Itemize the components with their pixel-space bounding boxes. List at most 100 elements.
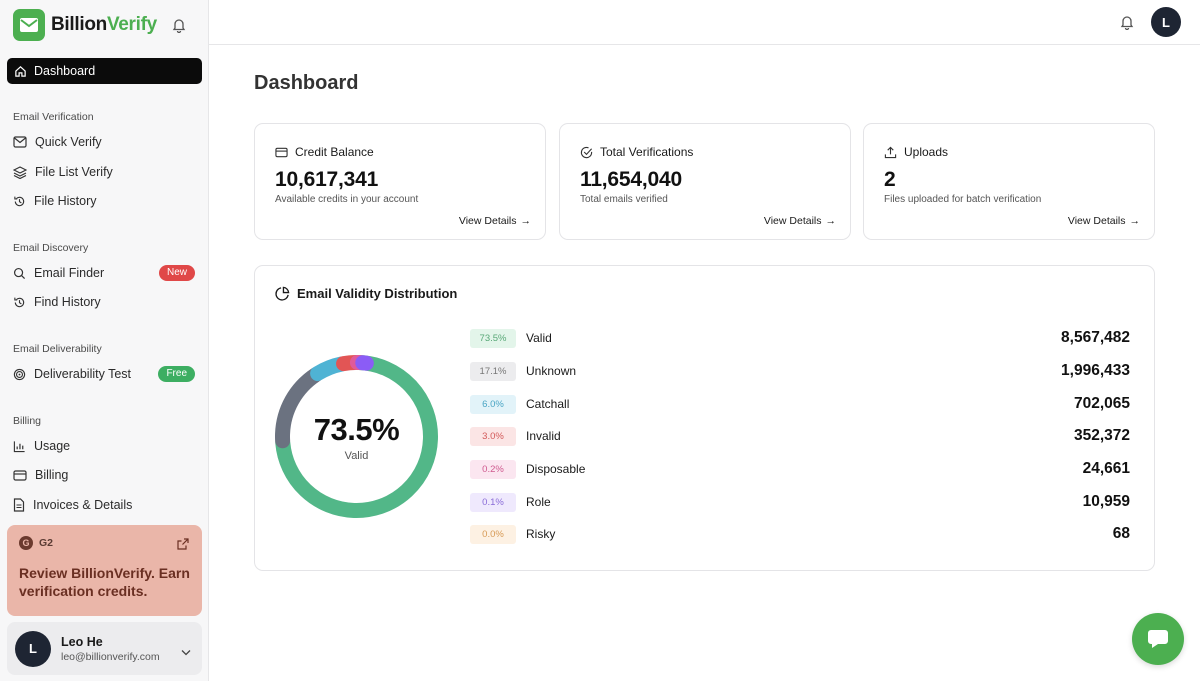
sidebar-item-dashboard[interactable]: Dashboard [7,58,202,84]
distribution-row: 6.0% Catchall 702,065 [470,394,1130,414]
chevron-down-icon[interactable] [181,643,191,661]
distribution-row: 0.2% Disposable 24,661 [470,459,1130,479]
card-title: Credit Balance [295,145,374,159]
card-title: Uploads [904,145,949,159]
arrow-right-icon: → [825,215,837,227]
bell-icon[interactable] [172,17,188,34]
sidebar-item-label: Deliverability Test [34,367,132,381]
card-subtitle: Available credits in your account [275,194,419,205]
sidebar: BillionVerify Dashboard Email Verificati… [0,0,209,681]
row-label: Disposable [526,462,586,476]
sidebar-item-label: Find History [34,295,101,309]
card-title: Total Verifications [600,145,694,159]
row-value: 24,661 [1082,460,1130,477]
sidebar-item-quick-verify[interactable]: Quick Verify [7,130,202,154]
sidebar-item-email-finder[interactable]: Email Finder New [7,261,202,285]
arrow-right-icon: → [520,215,532,227]
donut-center: 73.5% Valid [274,354,439,519]
row-value: 352,372 [1073,427,1130,444]
percent-badge: 0.0% [470,524,516,544]
avatar[interactable]: L [1151,7,1181,37]
sidebar-item-label: Billing [35,468,69,482]
donut-svg [275,355,438,519]
home-icon [15,65,26,77]
card-header: Uploads [884,145,948,159]
sidebar-item-file-history[interactable]: File History [7,189,202,213]
credit-card-icon [275,147,288,157]
user-name: Leo He [61,634,103,649]
review-banner[interactable]: G G2 Review BillionVerify. Earn verifica… [7,525,202,616]
view-details-link[interactable]: View Details → [458,215,532,227]
row-label: Unknown [526,364,577,378]
sidebar-item-label: Email Finder [34,266,105,280]
free-badge: Free [158,366,195,382]
view-details-link[interactable]: View Details → [763,215,837,227]
check-circle-icon [580,146,593,158]
card-header: Total Verifications [580,145,693,159]
validity-distribution-card: Email Validity Distribution 73.5% Valid … [254,265,1155,571]
uploads-card: Uploads 2 Files uploaded for batch verif… [863,123,1155,240]
card-subtitle: Files uploaded for batch verification [884,194,1042,205]
card-value: 11,654,040 [580,168,682,191]
card-value: 10,617,341 [275,168,379,191]
credit-balance-card: Credit Balance 10,617,341 Available cred… [254,123,546,240]
sidebar-item-invoices[interactable]: Invoices & Details [7,493,202,517]
row-value: 68 [1112,525,1130,542]
percent-badge: 6.0% [470,394,516,414]
distribution-row: 0.0% Risky 68 [470,524,1130,544]
donut-label: Valid [344,449,369,462]
distribution-row: 17.1% Unknown 1,996,433 [470,361,1130,381]
row-value: 10,959 [1082,493,1130,510]
user-email: leo@billionverify.com [61,650,160,663]
sidebar-item-find-history[interactable]: Find History [7,290,202,314]
review-logo-text: G2 [39,537,54,549]
chat-bubble-icon [1148,630,1168,648]
sidebar-item-billing[interactable]: Billing [7,463,202,487]
mail-icon [13,9,45,41]
user-menu[interactable]: L Leo He leo@billionverify.com [7,622,202,675]
bar-chart-icon [13,440,25,452]
brand-logo[interactable]: BillionVerify [13,9,157,41]
card-value: 2 [884,168,896,191]
topbar: L [209,0,1200,45]
card-title: Email Validity Distribution [297,286,458,301]
section-label: Email Verification [13,111,94,123]
avatar: L [15,630,51,667]
new-badge: New [158,265,195,281]
section-label: Billing [13,415,42,427]
user-info: Leo He leo@billionverify.com [61,635,160,663]
sidebar-item-label: Usage [34,439,71,453]
sidebar-item-file-list-verify[interactable]: File List Verify [7,160,202,184]
sidebar-item-label: Dashboard [34,64,96,78]
sidebar-item-usage[interactable]: Usage [7,434,202,458]
arrow-right-icon: → [1129,215,1141,227]
row-label: Catchall [526,397,570,411]
donut-chart: 73.5% Valid [274,354,439,519]
section-label: Email Deliverability [13,343,102,355]
sidebar-item-label: File List Verify [35,165,113,179]
view-details-link[interactable]: View Details → [1067,215,1141,227]
credit-card-icon [13,469,27,481]
history-icon [14,196,25,206]
percent-badge: 0.1% [470,492,516,512]
bell-icon[interactable] [1120,14,1134,35]
upload-icon [884,146,897,158]
history-icon [14,297,25,307]
sidebar-item-label: Quick Verify [35,135,102,149]
percent-badge: 17.1% [470,361,516,381]
donut-value: 73.5% [313,411,400,447]
sidebar-item-label: File History [34,194,97,208]
section-label: Email Discovery [13,242,89,254]
chat-button[interactable] [1132,613,1184,665]
total-verifications-card: Total Verifications 11,654,040 Total ema… [559,123,851,240]
row-value: 8,567,482 [1061,329,1130,346]
review-title: Review BillionVerify. Earn verification … [19,565,190,599]
layers-icon [13,165,27,179]
page-title: Dashboard [254,72,359,94]
review-header: G G2 [19,536,190,550]
sidebar-item-deliverability-test[interactable]: Deliverability Test Free [7,362,202,386]
g2-logo-icon: G [19,536,33,550]
row-value: 702,065 [1073,395,1130,412]
card-header: Email Validity Distribution [275,286,457,301]
external-link-icon[interactable] [177,537,189,555]
